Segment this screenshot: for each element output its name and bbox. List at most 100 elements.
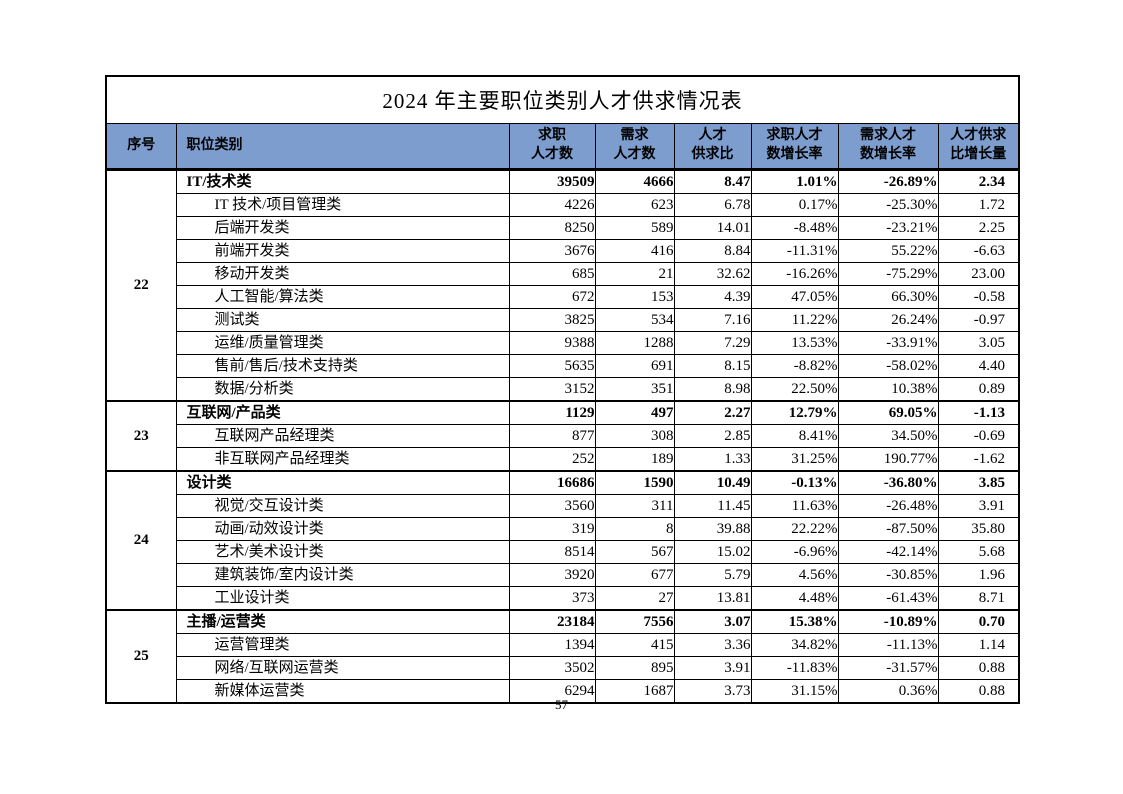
sequence-number-cell: 23: [105, 400, 177, 472]
value-cell: 677: [594, 563, 675, 587]
column-header-job-seekers: 求职 人才数: [508, 123, 596, 171]
table-row: 24 设计类 16686 1590 10.49 -0.13% -36.80% 3.85: [105, 470, 1020, 611]
value-cell: -26.48%: [837, 494, 939, 518]
value-cell: -0.58: [937, 285, 1020, 309]
value-cell: 877: [508, 424, 596, 448]
value-cell: 7.16: [673, 308, 752, 332]
value-cell: -42.14%: [837, 540, 939, 564]
table-row: 23 互联网/产品类 1129 497 2.27 12.79% 69.05% -1.13: [105, 400, 1020, 472]
value-cell: 23.00: [937, 262, 1020, 286]
value-cell: 7.29: [673, 331, 752, 355]
column-header-supply-demand-ratio: 人才 供求比: [673, 123, 752, 171]
value-cell: 11.22%: [750, 308, 839, 332]
value-cell: -31.57%: [837, 656, 939, 680]
value-cell: -6.63: [937, 239, 1020, 263]
title-row: 2024 年主要职位类别人才供求情况表: [105, 75, 1020, 124]
table-row: 售前/售后/技术支持类 5635 691 8.15 -8.82% -58.02% 4.40: [106, 354, 1020, 378]
value-cell: 308: [594, 424, 675, 448]
table-row: 运维/质量管理类 9388 1288 7.29 13.53% -33.91% 3.05: [106, 331, 1020, 355]
value-cell: 34.50%: [837, 424, 939, 448]
value-cell: 8250: [508, 216, 596, 240]
value-cell: 3920: [508, 563, 596, 587]
column-header-demand-growth-rate: 需求人才 数增长率: [837, 123, 939, 171]
value-cell: 153: [594, 285, 675, 309]
value-cell: 497: [594, 400, 675, 425]
value-cell: -87.50%: [837, 517, 939, 541]
table-row: 非互联网产品经理类 252 189 1.33 31.25% 190.77% -1.62: [106, 447, 1020, 472]
value-cell: 1129: [508, 400, 596, 425]
job-category-cell: 工业设计类: [175, 586, 510, 611]
value-cell: 3152: [508, 377, 596, 402]
job-category-cell: 移动开发类: [175, 262, 510, 286]
value-cell: 14.01: [673, 216, 752, 240]
value-cell: 2.85: [673, 424, 752, 448]
value-cell: 4.40: [937, 354, 1020, 378]
value-cell: 23184: [508, 609, 596, 634]
table-row: 动画/动效设计类 319 8 39.88 22.22% -87.50% 35.80: [106, 517, 1020, 541]
value-cell: 8: [594, 517, 675, 541]
value-cell: 0.88: [937, 679, 1020, 704]
value-cell: -30.85%: [837, 563, 939, 587]
value-cell: 0.89: [937, 377, 1020, 402]
table-row: 移动开发类 685 21 32.62 -16.26% -75.29% 23.00: [106, 262, 1020, 286]
value-cell: 4.56%: [750, 563, 839, 587]
table-body: 22 IT/技术类 39509 4666 8.47 1.01% -26.89% 2.34 IT …: [105, 169, 1020, 704]
value-cell: 685: [508, 262, 596, 286]
sequence-number-cell: 24: [105, 470, 177, 611]
value-cell: 3676: [508, 239, 596, 263]
table-row: 人工智能/算法类 672 153 4.39 47.05% 66.30% -0.58: [106, 285, 1020, 309]
value-cell: 5.68: [937, 540, 1020, 564]
table-row: 前端开发类 3676 416 8.84 -11.31% 55.22% -6.63: [106, 239, 1020, 263]
value-cell: 3825: [508, 308, 596, 332]
value-cell: 3.73: [673, 679, 752, 704]
value-cell: -11.13%: [837, 633, 939, 657]
value-cell: 5635: [508, 354, 596, 378]
page-number: 57: [555, 697, 568, 712]
job-category-cell: 运营管理类: [175, 633, 510, 657]
value-cell: 55.22%: [837, 239, 939, 263]
value-cell: 11.63%: [750, 494, 839, 518]
value-cell: 39.88: [673, 517, 752, 541]
job-category-cell: 艺术/美术设计类: [175, 540, 510, 564]
table-row: 新媒体运营类 6294 1687 3.73 31.15% 0.36% 0.88: [106, 679, 1020, 704]
job-category-cell: 非互联网产品经理类: [175, 447, 510, 472]
value-cell: -10.89%: [837, 609, 939, 634]
value-cell: 4226: [508, 193, 596, 217]
table-row: IT 技术/项目管理类 4226 623 6.78 0.17% -25.30% 1.72: [106, 193, 1020, 217]
value-cell: -33.91%: [837, 331, 939, 355]
table-row: 视觉/交互设计类 3560 311 11.45 11.63% -26.48% 3.91: [106, 494, 1020, 518]
value-cell: -0.13%: [750, 470, 839, 495]
value-cell: 8.47: [673, 169, 752, 194]
value-cell: 1.72: [937, 193, 1020, 217]
job-category-cell: IT/技术类: [175, 169, 510, 194]
value-cell: -1.62: [937, 447, 1020, 472]
value-cell: 7556: [594, 609, 675, 634]
value-cell: -6.96%: [750, 540, 839, 564]
value-cell: 1288: [594, 331, 675, 355]
value-cell: 6.78: [673, 193, 752, 217]
value-cell: -26.89%: [837, 169, 939, 194]
value-cell: 66.30%: [837, 285, 939, 309]
value-cell: 1590: [594, 470, 675, 495]
value-cell: 3502: [508, 656, 596, 680]
value-cell: 416: [594, 239, 675, 263]
job-category-cell: 设计类: [175, 470, 510, 495]
value-cell: 3.05: [937, 331, 1020, 355]
job-category-cell: 网络/互联网运营类: [175, 656, 510, 680]
value-cell: 26.24%: [837, 308, 939, 332]
value-cell: 8.71: [937, 586, 1020, 611]
value-cell: 415: [594, 633, 675, 657]
value-cell: -75.29%: [837, 262, 939, 286]
value-cell: 252: [508, 447, 596, 472]
column-header-job-seeker-growth-rate: 求职人才 数增长率: [750, 123, 839, 171]
value-cell: 3560: [508, 494, 596, 518]
value-cell: 69.05%: [837, 400, 939, 425]
job-category-cell: 视觉/交互设计类: [175, 494, 510, 518]
column-header-demand: 需求 人才数: [594, 123, 675, 171]
value-cell: 567: [594, 540, 675, 564]
value-cell: 351: [594, 377, 675, 402]
value-cell: 672: [508, 285, 596, 309]
value-cell: 2.27: [673, 400, 752, 425]
job-category-cell: 建筑装饰/室内设计类: [175, 563, 510, 587]
